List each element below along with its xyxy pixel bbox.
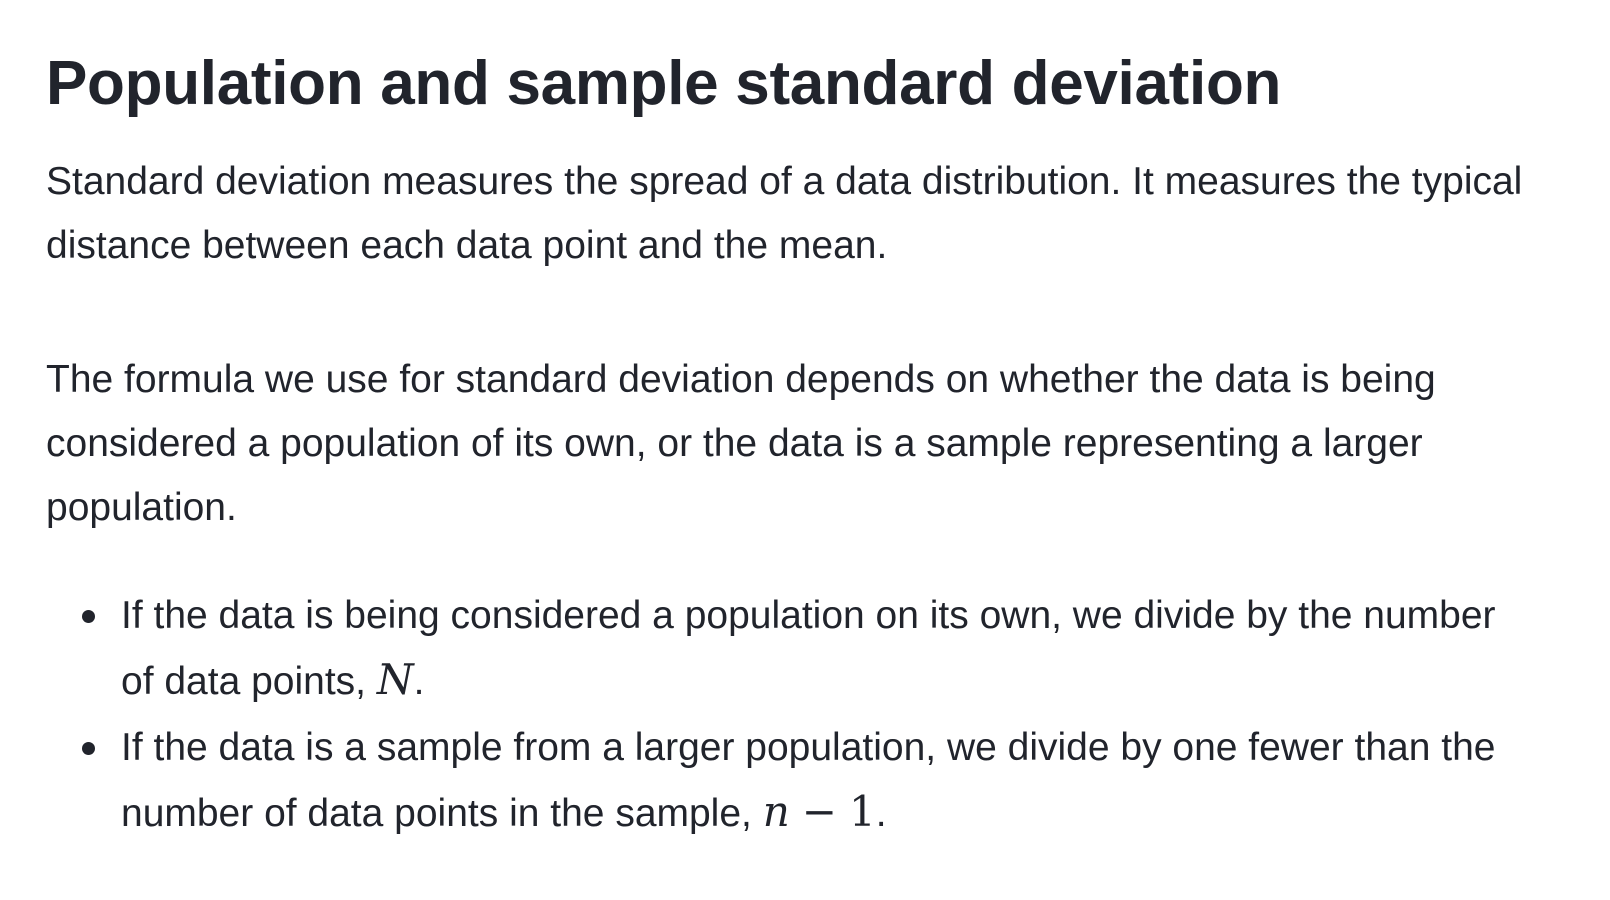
bullet-text: If the data is being considered a popula… [121, 594, 1496, 703]
math-expression: n −1 [763, 787, 876, 836]
bullet-tail: . [875, 792, 887, 835]
bullet-icon [82, 610, 95, 623]
list-item-sample: If the data is a sample from a larger po… [46, 716, 1501, 846]
bullet-text: If the data is a sample from a larger po… [121, 726, 1496, 835]
formula-paragraph: The formula we use for standard deviatio… [46, 358, 1436, 529]
page-title: Population and sample standard deviation [46, 49, 1282, 118]
math-number: 1 [848, 787, 876, 836]
intro-paragraph: Standard deviation measures the spread o… [46, 160, 1523, 267]
list-item-population: If the data is being considered a popula… [46, 584, 1501, 714]
math-variable-n: n [762, 787, 790, 836]
bullet-icon [82, 742, 95, 755]
math-expression: N [377, 655, 414, 704]
math-minus: − [801, 787, 837, 836]
bullet-tail: . [413, 660, 425, 703]
math-variable-N: N [376, 655, 414, 704]
bullet-list: If the data is being considered a popula… [46, 584, 1610, 846]
